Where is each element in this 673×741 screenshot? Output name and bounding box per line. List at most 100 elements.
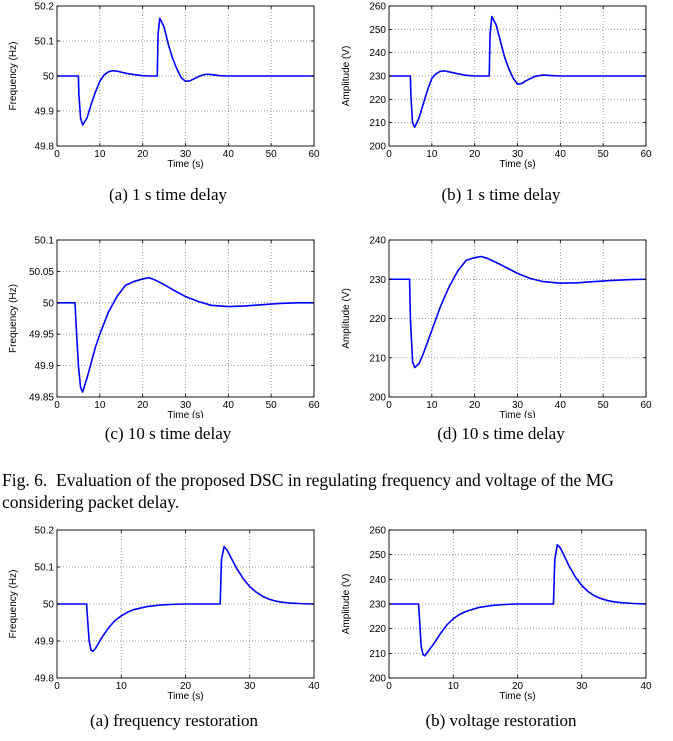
y-tick-label: 50.2 [35, 526, 55, 537]
y-tick-label: 220 [369, 95, 386, 106]
data-series-line [57, 545, 315, 653]
x-tick-label: 30 [512, 149, 524, 160]
chart-svg: 0 10 20 30 40 50 60 49.8 49.9 50 50.1 50.2 Time (s) F… [8, 2, 320, 171]
data-series-line [389, 15, 646, 129]
x-tick-label: 10 [426, 400, 438, 411]
x-tick-label: 20 [137, 149, 149, 160]
y-tick-label: 260 [369, 2, 386, 13]
x-tick-label: 20 [180, 681, 192, 692]
chart-panel-a-1s-frequency: 0 10 20 30 40 50 60 49.8 49.9 50 50.1 50.2 Time (s) F… [0, 0, 330, 177]
x-tick-label: 10 [448, 681, 460, 692]
y-axis-label: Amplitude (V) [341, 574, 352, 635]
figure-caption: Fig. 6. Evaluation of the proposed DSC i… [2, 469, 670, 513]
y-tick-label: 49.8 [35, 142, 55, 153]
x-tick-label: 0 [54, 400, 60, 411]
chart-svg: 0 10 20 30 40 49.8 49.9 50 50.1 50.2 Time (s) Frequ… [8, 526, 320, 703]
x-tick-label: 50 [598, 400, 610, 411]
x-tick-label: 30 [512, 400, 524, 411]
y-tick-label: 50.1 [35, 236, 55, 247]
x-axis-label: Time (s) [167, 691, 203, 702]
subcaption-frequency-restoration: (a) frequency restoration [89, 711, 259, 730]
x-tick-label: 30 [180, 149, 192, 160]
y-axis-label: Amplitude (V) [341, 288, 352, 349]
x-axis-label: Time (s) [499, 691, 535, 702]
y-tick-label: 50 [43, 298, 55, 309]
figure-caption-text: Evaluation of the proposed DSC in regula… [2, 470, 614, 512]
chart-svg: 0 10 20 30 40 50 60 49.85 49.9 49.95 50 50.05 50.1 Ti… [8, 236, 320, 422]
y-tick-label: 220 [369, 624, 386, 635]
x-tick-label: 30 [244, 681, 256, 692]
x-tick-label: 10 [94, 149, 106, 160]
x-axis-label: Time (s) [167, 410, 203, 418]
chart-panel-c-10s-frequency: 0 10 20 30 40 50 60 49.85 49.9 49.95 50 50.05 50.1 Ti… [0, 228, 330, 423]
x-tick-label: 50 [266, 400, 278, 411]
chart-panel-d-10s-voltage: 0 10 20 30 40 50 60 200 210 220 230 240 Time (s) Ampl… [336, 228, 666, 423]
x-tick-label: 40 [555, 149, 567, 160]
y-tick-label: 49.85 [29, 393, 54, 404]
y-tick-label: 50 [43, 600, 55, 611]
x-tick-label: 10 [94, 400, 106, 411]
y-tick-label: 50.05 [29, 267, 54, 278]
chart-svg: 0 10 20 30 40 50 60 200 210 220 230 240 Time (s) Ampl… [341, 236, 652, 422]
x-tick-label: 10 [116, 681, 128, 692]
x-tick-label: 20 [137, 400, 149, 411]
y-tick-label: 250 [369, 550, 386, 561]
y-tick-label: 49.8 [35, 674, 55, 685]
subcaption-d-10s: (d) 10 s time delay [437, 424, 565, 443]
y-tick-label: 210 [369, 118, 386, 129]
subcaption-b-1s: (b) 1 s time delay [441, 185, 561, 204]
chart-panel-voltage-restoration: 0 10 20 30 40 200 210 220 230 240 250 260 Time (s) Am… [336, 520, 666, 710]
x-tick-label: 0 [54, 681, 60, 692]
x-tick-label: 40 [223, 400, 235, 411]
y-axis-label: Amplitude (V) [341, 46, 352, 107]
subcaption-c-10s: (c) 10 s time delay [104, 424, 232, 443]
y-tick-label: 200 [369, 393, 386, 404]
y-tick-label: 210 [369, 353, 386, 364]
x-tick-label: 0 [386, 400, 392, 411]
y-tick-label: 49.9 [35, 107, 55, 118]
y-axis-label: Frequency (Hz) [8, 570, 19, 639]
y-tick-label: 50 [43, 72, 55, 83]
x-tick-label: 10 [426, 149, 438, 160]
x-tick-label: 40 [223, 149, 235, 160]
data-series-line [389, 543, 647, 657]
x-tick-label: 40 [555, 400, 567, 411]
x-tick-label: 0 [54, 149, 60, 160]
y-tick-label: 220 [369, 314, 386, 325]
x-axis-label: Time (s) [167, 159, 203, 170]
chart-panel-b-1s-voltage: 0 10 20 30 40 50 60 200 210 220 230 240 250 260 Time (… [336, 0, 666, 177]
x-tick-label: 0 [386, 149, 392, 160]
y-tick-label: 200 [369, 674, 386, 685]
x-tick-label: 60 [640, 149, 652, 160]
y-tick-label: 240 [369, 236, 386, 247]
chart-panel-frequency-restoration: 0 10 20 30 40 49.8 49.9 50 50.1 50.2 Time (s) Frequ… [0, 520, 330, 710]
y-tick-label: 260 [369, 526, 386, 537]
chart-svg: 0 10 20 30 40 200 210 220 230 240 250 260 Time (s) Am… [341, 526, 652, 703]
y-axis-label: Frequency (Hz) [8, 42, 19, 111]
chart-svg: 0 10 20 30 40 50 60 200 210 220 230 240 250 260 Time (… [341, 2, 652, 171]
x-tick-label: 40 [640, 681, 652, 692]
x-tick-label: 20 [469, 400, 481, 411]
x-tick-label: 40 [308, 681, 320, 692]
x-tick-label: 20 [469, 149, 481, 160]
y-tick-label: 230 [369, 275, 386, 286]
y-tick-label: 50.1 [35, 37, 55, 48]
x-axis-label: Time (s) [499, 410, 535, 418]
x-tick-label: 0 [386, 681, 392, 692]
x-tick-label: 60 [308, 400, 320, 411]
x-tick-label: 20 [512, 681, 524, 692]
y-tick-label: 50.1 [35, 563, 55, 574]
x-tick-label: 50 [266, 149, 278, 160]
y-tick-label: 49.95 [29, 330, 54, 341]
y-tick-label: 230 [369, 600, 386, 611]
x-tick-label: 60 [640, 400, 652, 411]
figure-caption-label: Fig. 6. [2, 470, 48, 490]
y-tick-label: 240 [369, 48, 386, 59]
y-tick-label: 200 [369, 142, 386, 153]
data-series-line [57, 276, 314, 393]
y-tick-label: 230 [369, 72, 386, 83]
y-axis-label: Frequency (Hz) [8, 284, 19, 353]
y-tick-label: 49.9 [35, 361, 55, 372]
y-tick-label: 50.2 [35, 2, 55, 13]
x-tick-label: 60 [308, 149, 320, 160]
